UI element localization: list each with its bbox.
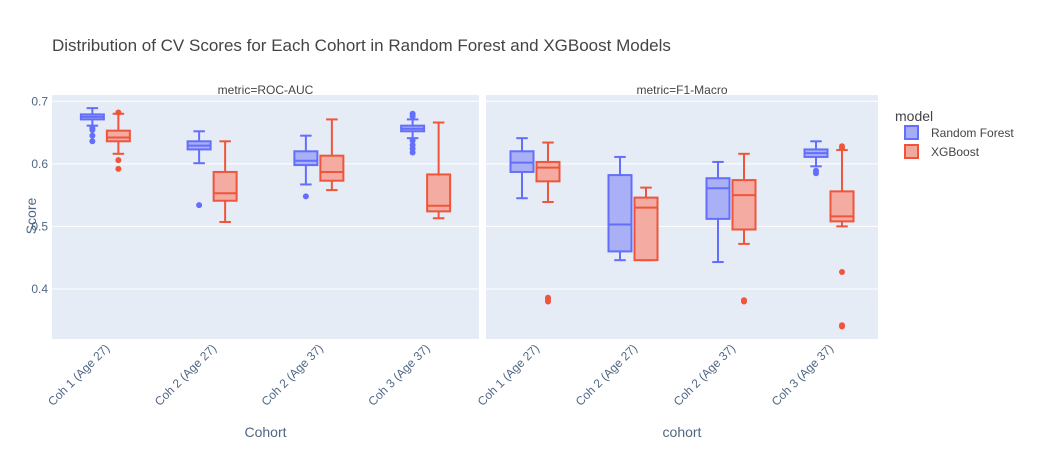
x-axis-title: cohort xyxy=(663,424,702,440)
box-iqr xyxy=(607,174,633,253)
box-iqr xyxy=(105,129,131,143)
outlier-point xyxy=(813,170,819,177)
outlier-point xyxy=(302,193,309,200)
x-tick-label: Coh 2 (Age 37) xyxy=(671,341,738,408)
outlier-point xyxy=(196,202,203,209)
y-axis-title: Score xyxy=(23,198,39,235)
outlier-point xyxy=(839,323,845,330)
box-xgboost xyxy=(212,140,238,224)
outlier-point xyxy=(741,298,747,305)
y-tick-label: 0.5 xyxy=(31,219,48,233)
outlier-point xyxy=(89,138,96,145)
box-xgboost xyxy=(829,143,855,330)
outlier-point xyxy=(89,127,96,134)
y-tick-label: 0.6 xyxy=(31,157,48,171)
box-random-forest xyxy=(803,140,829,177)
outlier-point xyxy=(409,137,416,144)
legend-label: XGBoost xyxy=(931,145,980,159)
plot-background xyxy=(486,95,878,339)
legend-swatch xyxy=(904,125,919,140)
outlier-point xyxy=(839,269,845,276)
x-axis-title: Cohort xyxy=(244,424,286,440)
x-tick-label: Coh 1 (Age 27) xyxy=(45,341,112,408)
box-random-forest xyxy=(293,134,319,200)
box-iqr xyxy=(705,177,731,220)
box-iqr xyxy=(731,179,757,231)
box-random-forest xyxy=(186,130,212,209)
box-xgboost xyxy=(535,141,561,305)
box-random-forest xyxy=(79,107,105,145)
box-xgboost xyxy=(319,118,345,192)
outlier-point xyxy=(409,149,416,156)
legend-item-xgboost[interactable]: XGBoost xyxy=(904,144,980,159)
outlier-point xyxy=(409,113,416,120)
x-tick-label: Coh 3 (Age 37) xyxy=(365,341,432,408)
x-tick-label: Coh 2 (Age 27) xyxy=(152,341,219,408)
outlier-point xyxy=(115,165,122,172)
outlier-point xyxy=(115,157,122,164)
x-tick-label: Coh 1 (Age 27) xyxy=(475,341,542,408)
outlier-point xyxy=(115,109,122,116)
box-random-forest xyxy=(400,110,426,156)
box-random-forest xyxy=(705,160,731,264)
x-tick-label: Coh 2 (Age 37) xyxy=(259,341,326,408)
box-xgboost xyxy=(105,109,131,172)
box-xgboost xyxy=(633,186,659,262)
box-xgboost xyxy=(731,152,757,305)
box-iqr xyxy=(212,170,238,202)
y-tick-label: 0.7 xyxy=(31,94,48,108)
box-random-forest xyxy=(509,137,535,200)
legend-title: model xyxy=(895,108,933,124)
box-iqr xyxy=(319,154,345,182)
y-tick-label: 0.4 xyxy=(31,282,48,296)
legend-swatch xyxy=(904,144,919,159)
box-iqr xyxy=(535,160,561,183)
box-iqr xyxy=(293,150,319,167)
box-iqr xyxy=(633,196,659,262)
box-xgboost xyxy=(426,121,452,220)
outlier-point xyxy=(839,145,845,152)
outlier-point xyxy=(89,132,96,139)
box-iqr xyxy=(426,173,452,213)
outlier-point xyxy=(545,298,551,305)
legend-item-random-forest[interactable]: Random Forest xyxy=(904,125,1014,140)
panel-2: metric=F1-Macro Coh 1 (Age 27) Coh 2 (Age … xyxy=(475,83,878,440)
chart-panels: 0.4 0.5 0.6 0.7 metric=ROC-AUC Coh 1 (Age 27)… xyxy=(31,83,878,440)
box-iqr xyxy=(829,190,855,223)
subplot-title: metric=ROC-AUC xyxy=(218,83,314,97)
legend[interactable]: model Random Forest XGBoost xyxy=(895,108,1014,159)
box-random-forest xyxy=(607,155,633,262)
x-tick-label: Coh 2 (Age 27) xyxy=(573,341,640,408)
legend-label: Random Forest xyxy=(931,126,1014,140)
chart-title: Distribution of CV Scores for Each Cohor… xyxy=(52,36,671,55)
panel-1: 0.4 0.5 0.6 0.7 metric=ROC-AUC Coh 1 (Age 27)… xyxy=(31,83,479,440)
x-tick-label: Coh 3 (Age 37) xyxy=(769,341,836,408)
subplot-title: metric=F1-Macro xyxy=(636,83,727,97)
